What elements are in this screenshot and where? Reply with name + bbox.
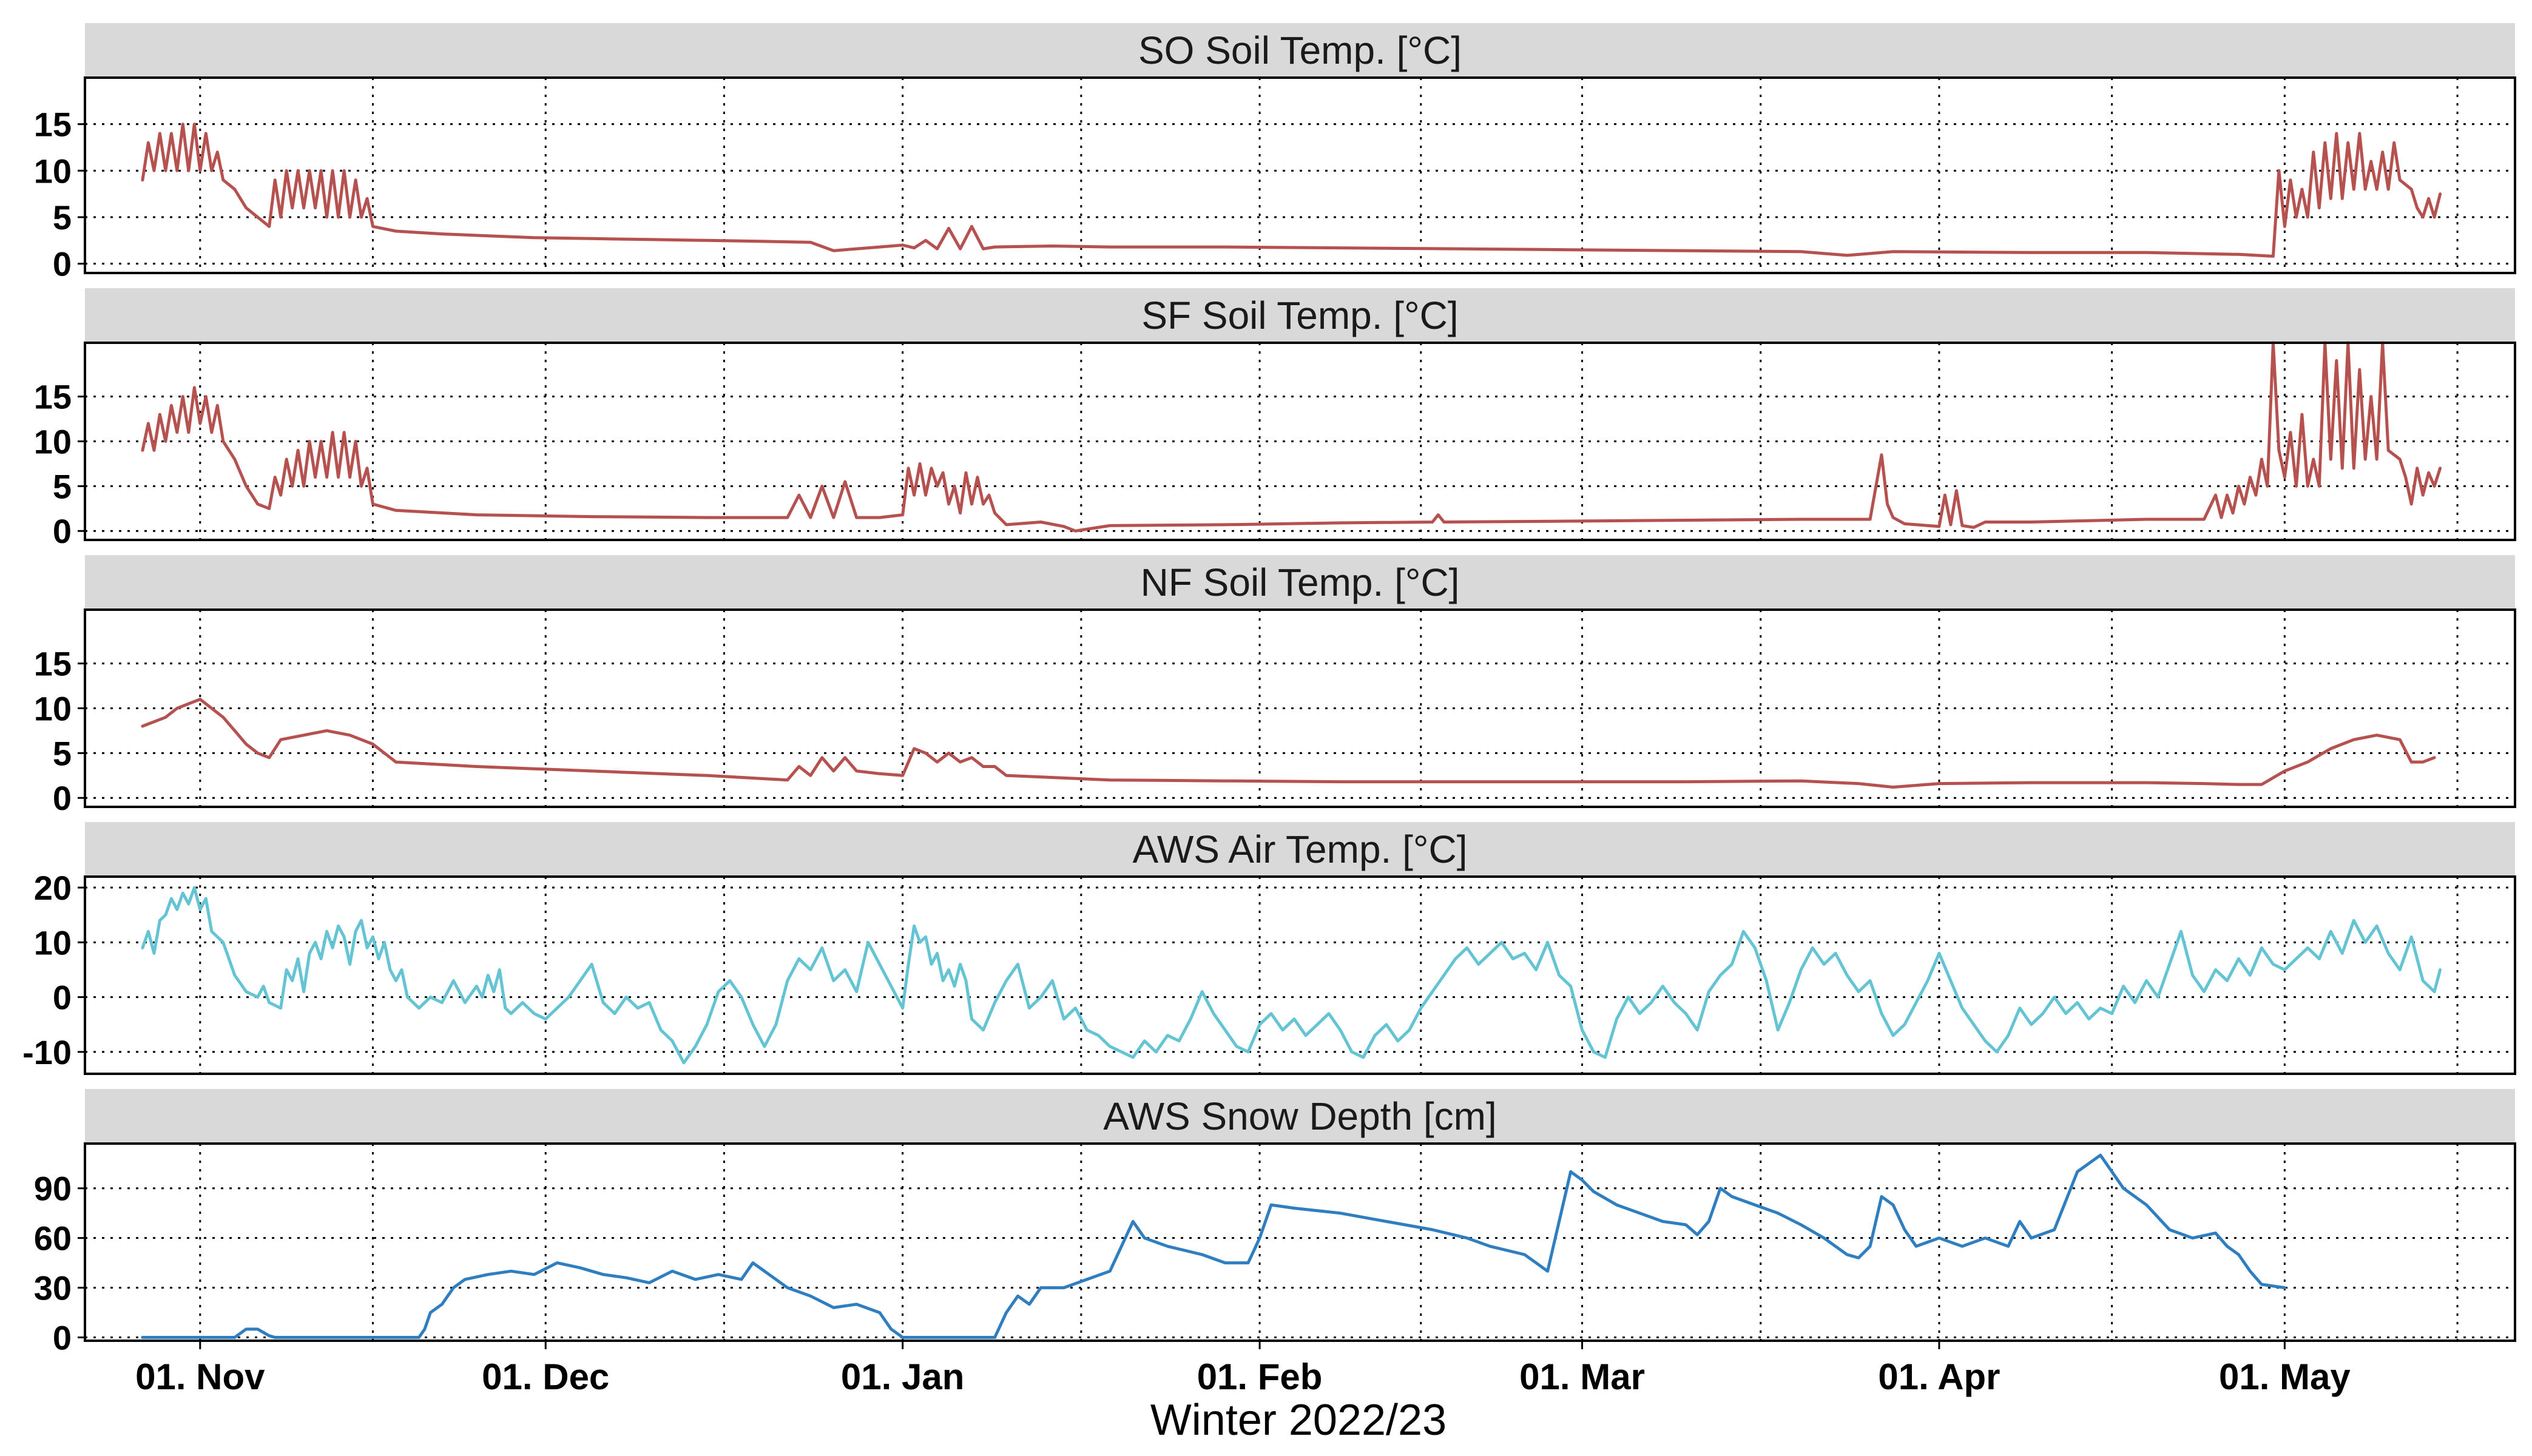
y-tick-label: 60: [34, 1219, 72, 1258]
strip-title-so: SO Soil Temp. [°C]: [1138, 29, 1462, 72]
panel-nf: NF Soil Temp. [°C] 0 5 10 15: [34, 555, 2516, 817]
y-tick-label: 10: [34, 423, 72, 461]
y-tick-label: 20: [34, 869, 72, 907]
strip-title-air: AWS Air Temp. [°C]: [1133, 827, 1468, 871]
panel-border-so: [84, 76, 2516, 274]
x-tick-label: 01. Apr: [1878, 1357, 2000, 1397]
strip-title-snow: AWS Snow Depth [cm]: [1103, 1094, 1497, 1138]
y-tick-label: 0: [53, 512, 72, 550]
panel-border-nf: [84, 608, 2516, 808]
x-tick-label: 01. Jan: [841, 1357, 964, 1397]
x-tick-label: 01. May: [2219, 1357, 2351, 1397]
y-tick-label: 90: [34, 1170, 72, 1208]
x-tick-label: 01. Mar: [1519, 1357, 1645, 1397]
series-line-sf: [141, 341, 2442, 533]
strip-title-sf: SF Soil Temp. [°C]: [1141, 294, 1458, 337]
strip-so: [85, 23, 2515, 78]
series-line-air: [141, 886, 2442, 1065]
y-tick-label: 10: [34, 923, 72, 962]
panel-air: AWS Air Temp. [°C] -10 0 10 20: [22, 822, 2516, 1075]
panel-border-snow: [84, 1142, 2516, 1342]
y-tick-label: 0: [53, 979, 72, 1017]
y-tick-label: 5: [53, 467, 72, 505]
panel-border-air: [84, 875, 2516, 1075]
x-tick-label: 01. Dec: [482, 1357, 609, 1397]
series-line-so: [141, 123, 2442, 258]
strip-air: [85, 822, 2515, 877]
x-axis-title: Winter 2022/23: [1150, 1396, 1447, 1444]
strip-title-nf: NF Soil Temp. [°C]: [1141, 561, 1460, 604]
y-tick-label: 0: [53, 245, 72, 283]
y-tick-label: 15: [34, 645, 72, 683]
y-tick-label: 15: [34, 106, 72, 144]
y-tick-label: 10: [34, 690, 72, 728]
x-tick-label: 01. Feb: [1197, 1357, 1323, 1397]
y-tick-label: -10: [22, 1033, 72, 1071]
y-tick-label: 5: [53, 198, 72, 237]
panel-border-sf: [84, 342, 2516, 541]
y-tick-label: 10: [34, 152, 72, 190]
panel-sf: SF Soil Temp. [°C] 0 5 10 15: [34, 288, 2516, 550]
y-tick-label: 0: [53, 779, 72, 817]
panel-snow: AWS Snow Depth [cm] 0 30 60 90: [34, 1089, 2516, 1357]
panel-so: SO Soil Temp. [°C] 0 5 10 15: [34, 23, 2516, 283]
series-line-snow: [141, 1153, 2286, 1339]
strip-nf: [85, 555, 2515, 610]
y-tick-label: 30: [34, 1269, 72, 1307]
strip-snow: [85, 1089, 2515, 1144]
series-line-nf: [141, 698, 2436, 789]
y-tick-label: 5: [53, 734, 72, 772]
y-tick-label: 15: [34, 378, 72, 416]
x-tick-label: 01. Nov: [135, 1357, 265, 1397]
y-tick-label: 0: [53, 1319, 72, 1357]
strip-sf: [85, 288, 2515, 343]
